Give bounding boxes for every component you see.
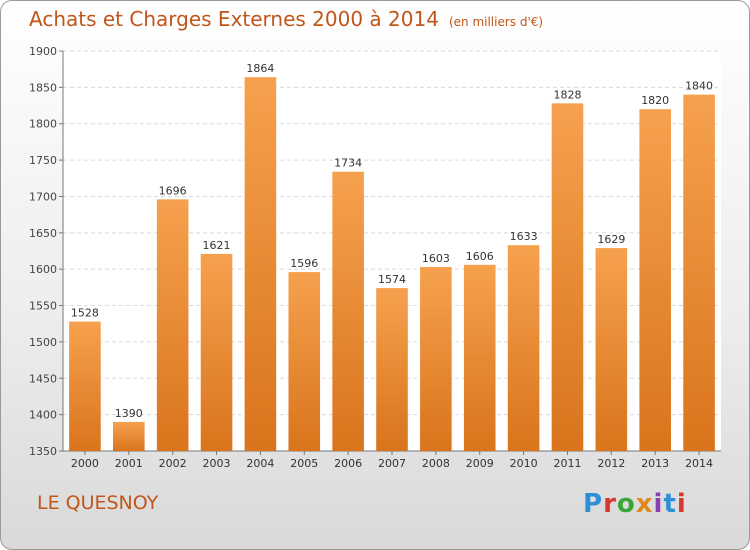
x-tick-label: 2002 [159,457,187,470]
bar [595,248,628,451]
logo-letter: x [635,489,654,519]
logo-letter: r [603,489,617,519]
data-label: 1390 [115,407,143,420]
bar [551,103,584,451]
bar [420,267,452,451]
bar [69,321,101,451]
y-tick-label: 1750 [29,154,57,167]
y-tick-label: 1450 [29,372,57,385]
data-label: 1734 [334,157,362,170]
y-tick-label: 1700 [29,190,57,203]
title-text: Achats et Charges Externes 2000 à 2014 [29,7,439,31]
bar [288,272,321,451]
bar [507,245,540,451]
data-label: 1603 [422,252,450,265]
bar [639,109,671,451]
x-tick-label: 2001 [115,457,143,470]
data-label: 1820 [641,94,669,107]
x-tick-label: 2006 [334,457,362,470]
bar [376,288,408,451]
x-tick-label: 2003 [203,457,231,470]
x-tick-label: 2004 [246,457,274,470]
logo-letter: o [616,489,636,519]
chart-subtitle: (en milliers d'€) [448,15,544,29]
y-tick-label: 1800 [29,118,57,131]
y-tick-label: 1400 [29,409,57,422]
data-label: 1633 [510,230,538,243]
bar [332,171,364,451]
data-label: 1828 [553,88,581,101]
data-label: 1574 [378,273,406,286]
x-tick-label: 2010 [510,457,538,470]
proxiti-logo: Proxiti [583,489,687,519]
y-tick-label: 1650 [29,227,57,240]
bar [156,199,189,451]
y-tick-label: 1850 [29,81,57,94]
x-tick-label: 2008 [422,457,450,470]
logo-letter: i [676,489,687,519]
chart-title: Achats et Charges Externes 2000 à 2014 (e… [29,7,543,31]
bar [463,264,496,451]
x-tick-label: 2013 [641,457,669,470]
data-label: 1864 [246,62,274,75]
x-tick-label: 2009 [466,457,494,470]
data-label: 1596 [290,257,318,270]
y-tick-label: 1500 [29,336,57,349]
x-tick-label: 2007 [378,457,406,470]
x-tick-label: 2000 [71,457,99,470]
data-label: 1621 [203,239,231,252]
bar [113,421,145,451]
data-label: 1606 [466,250,494,263]
x-tick-label: 2012 [597,457,625,470]
logo-letter: P [583,489,604,519]
bar [683,94,715,452]
y-tick-label: 1350 [29,445,57,458]
data-label: 1840 [685,80,713,93]
y-tick-label: 1900 [29,45,57,58]
x-tick-label: 2014 [685,457,713,470]
logo-letter: t [663,489,677,519]
x-tick-label: 2011 [553,457,581,470]
data-label: 1528 [71,307,99,320]
y-tick-label: 1600 [29,263,57,276]
bar [244,77,277,451]
logo-letter: i [653,489,664,519]
data-label: 1629 [597,233,625,246]
y-tick-label: 1550 [29,300,57,313]
commune-name: LE QUESNOY [37,492,159,514]
bar [200,253,233,451]
x-tick-label: 2005 [290,457,318,470]
data-label: 1696 [159,184,187,197]
